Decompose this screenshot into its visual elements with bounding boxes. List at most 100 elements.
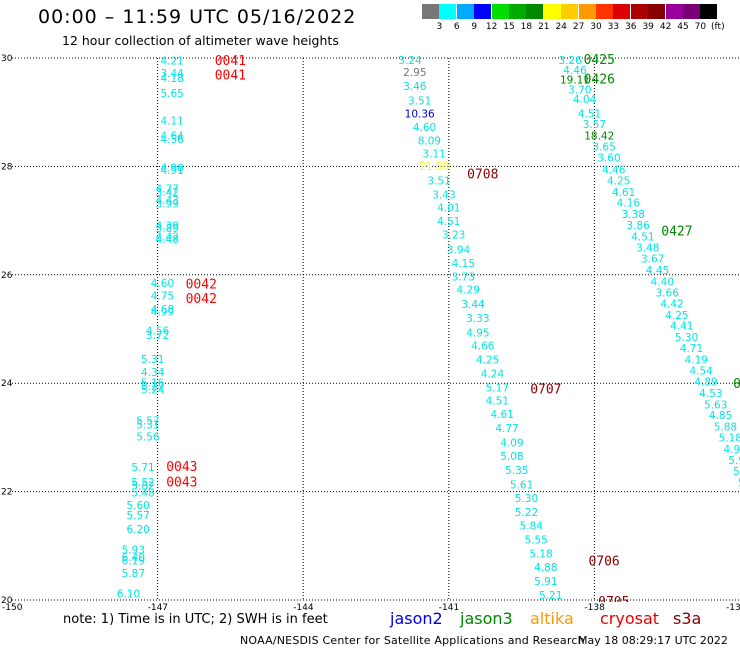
wave-height-point: 4.71 — [680, 343, 703, 355]
x-tick-label: -135 — [726, 603, 740, 613]
wave-height-point: 5.18 — [529, 548, 552, 560]
wave-height-point: 5.31 — [141, 354, 164, 366]
wave-height-point: 5.74 — [733, 466, 740, 478]
wave-height-point: 5.31 — [136, 419, 159, 431]
wave-height-point: 5.22 — [515, 507, 538, 519]
wave-height-point: 3.23 — [442, 230, 465, 242]
wave-height-point: 5.52 — [131, 477, 154, 489]
wave-height-point: 4.11 — [160, 115, 183, 127]
pass-time-label: 0041 — [215, 68, 246, 83]
wave-height-point: 5.48 — [131, 488, 154, 500]
wave-height-point: 3.86 — [626, 220, 650, 232]
color-swatch — [596, 4, 613, 19]
pass-time-label: 0707 — [530, 383, 561, 398]
color-swatch — [648, 4, 666, 19]
wave-height-point: 5.16 — [141, 378, 165, 390]
wave-height-point: 4.45 — [646, 265, 669, 277]
wave-height-point: 6.40 — [122, 552, 145, 564]
wave-height-point: 4.41 — [670, 321, 693, 333]
color-scale-label: 30 — [590, 22, 602, 32]
pass-time-label: 0042 — [186, 277, 217, 292]
color-swatch — [456, 4, 474, 19]
wave-height-point: 4.53 — [699, 388, 722, 400]
color-scale-label: 42 — [659, 22, 672, 32]
color-scale-label: 18 — [520, 22, 533, 32]
wave-height-point: 18.42 — [584, 131, 614, 143]
wave-height-point: 3.11 — [423, 148, 446, 160]
color-swatch — [578, 4, 596, 19]
wave-height-point: 4.77 — [495, 423, 518, 435]
wave-height-point: 4.42 — [660, 299, 683, 311]
wave-height-point: 3.33 — [466, 313, 489, 325]
wave-height-point: 4.39 — [156, 220, 179, 232]
wave-height-point: 3.51 — [427, 175, 450, 187]
color-scale-label: 33 — [607, 22, 620, 32]
wave-height-point: 4.56 — [160, 134, 184, 146]
wave-height-point: 6.20 — [126, 524, 149, 536]
wave-height-point: 5.63 — [704, 399, 727, 411]
color-scale-label: 3 — [436, 22, 443, 32]
wave-height-point: 4.09 — [500, 437, 523, 449]
wave-height-point: 5.30 — [675, 332, 698, 344]
wave-height-point: 4.21 — [160, 56, 183, 68]
x-tick-label: -147 — [148, 603, 168, 613]
pass-time-label: 0706 — [588, 554, 619, 569]
wave-height-point: 4.99 — [151, 307, 174, 319]
color-scale-label: 12 — [485, 22, 498, 32]
y-tick-label: 22 — [1, 488, 12, 498]
wave-height-point: 3.66 — [656, 288, 680, 300]
wave-height-point: 4.89 — [694, 377, 717, 389]
wave-height-point: 4.24 — [481, 368, 505, 380]
wave-height-point: 4.91 — [160, 165, 183, 177]
wave-height-point: 5.17 — [486, 383, 509, 395]
wave-height-point: 3.70 — [568, 84, 591, 96]
wave-height-point: 21.50 — [419, 161, 449, 173]
legend-jason2: jason2 — [390, 609, 443, 628]
data-layer: 4.213.444.185.654.114.644.564.904.914.77… — [117, 53, 740, 602]
wave-height-point: 4.51 — [578, 108, 601, 120]
chart-subtitle: 12 hour collection of altimeter wave hei… — [62, 33, 339, 48]
wave-height-point: 5.24 — [141, 385, 165, 397]
wave-height-point: 5.93 — [122, 545, 145, 557]
wave-height-point: 4.15 — [452, 258, 475, 270]
wave-height-point: 5.65 — [160, 88, 183, 100]
wave-height-point: 3.99 — [156, 198, 179, 210]
color-swatch — [561, 4, 579, 19]
wave-height-point: 4.25 — [607, 175, 630, 187]
wave-height-point: 4.48 — [156, 234, 179, 246]
y-tick-label: 24 — [1, 379, 13, 389]
wave-height-point: 3.60 — [597, 153, 620, 165]
pass-time-label: 0043 — [166, 460, 197, 475]
color-swatch — [543, 4, 561, 19]
color-scale-label: 70 — [694, 22, 707, 32]
color-scale-label: 6 — [453, 22, 460, 32]
color-swatch — [630, 4, 648, 19]
color-scale-label: 24 — [555, 22, 567, 32]
footer-credit: NOAA/NESDIS Center for Satellite Applica… — [240, 634, 585, 647]
color-scale-label: (ft) — [711, 22, 725, 32]
wave-height-point: 10.36 — [405, 108, 435, 120]
color-scale-label: 27 — [572, 22, 585, 32]
wave-height-point: 3.67 — [641, 254, 664, 266]
wave-height-point: 5.71 — [131, 462, 154, 474]
wave-height-point: 4.25 — [665, 310, 688, 322]
color-scale-label: 9 — [471, 22, 478, 32]
wave-height-point: 4.75 — [151, 290, 174, 302]
wave-height-point: 3.24 — [398, 55, 422, 67]
wave-height-point: 4.34 — [141, 367, 165, 379]
wave-height-point: 5.18 — [719, 432, 740, 444]
wave-height-point: 3.48 — [636, 243, 659, 255]
wave-height-point: 3.46 — [403, 81, 427, 93]
pass-time-label: 0708 — [467, 167, 498, 182]
wave-height-point: 4.25 — [476, 354, 499, 366]
color-swatch — [613, 4, 631, 19]
x-tick-label: -150 — [2, 603, 23, 613]
x-tick-label: -141 — [439, 603, 459, 613]
color-swatch — [509, 4, 526, 19]
wave-height-point: 4.04 — [573, 94, 597, 106]
wave-height-point: 4.01 — [437, 203, 460, 215]
pass-time-label: 0043 — [166, 475, 197, 490]
wave-height-point: 5.55 — [524, 534, 547, 546]
wave-height-point: 4.19 — [685, 354, 708, 366]
